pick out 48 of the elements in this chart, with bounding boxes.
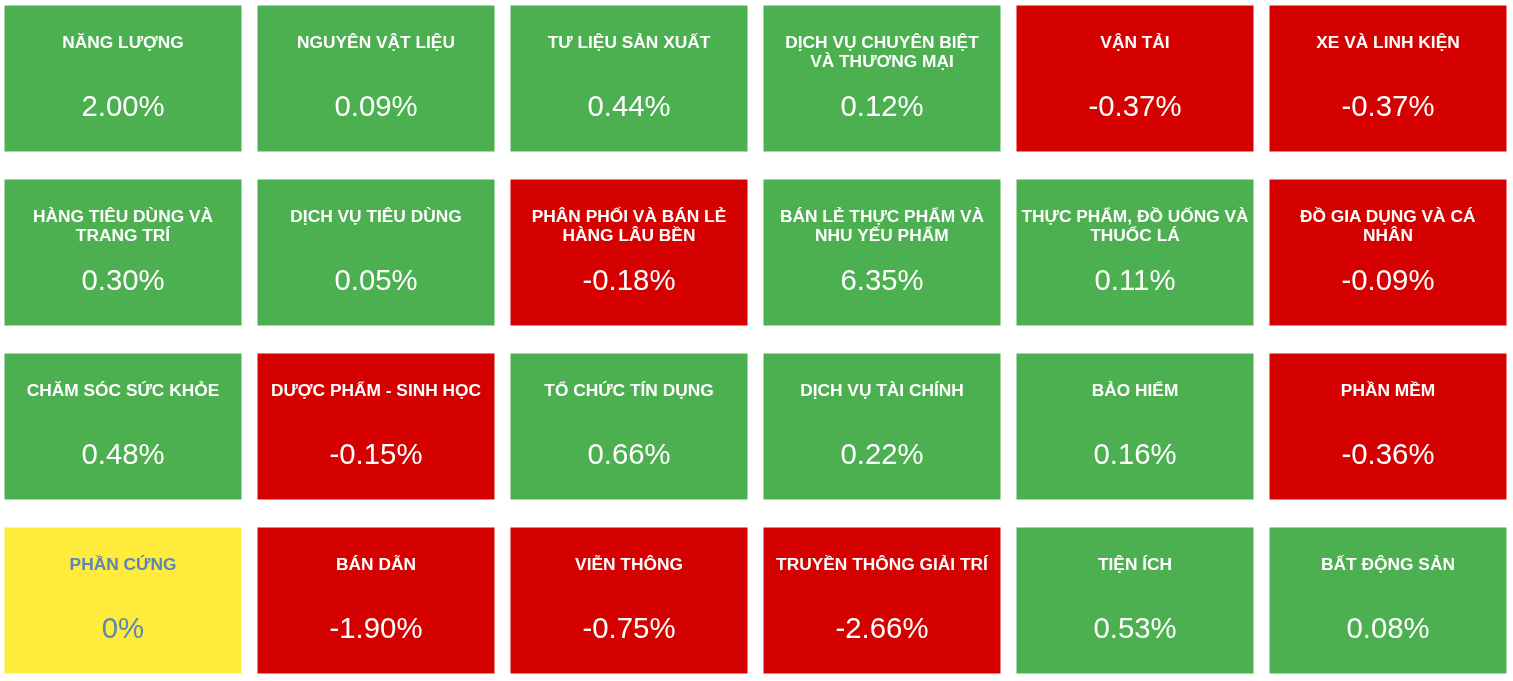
category-label: BẢO HIỂM (1091, 379, 1179, 400)
data-label: -0.75% (582, 611, 676, 644)
category-label: BÁN LẺ THỰC PHẨM VÀ NHU YẾU PHẨM (779, 205, 985, 245)
category-label: NĂNG LƯỢNG (62, 31, 184, 52)
category-label: ĐỒ GIA DỤNG VÀ CÁ NHÂN (1299, 205, 1476, 245)
data-label: -0.37% (1341, 89, 1435, 122)
data-label: 0.22% (840, 437, 924, 470)
data-label: -1.90% (329, 611, 423, 644)
category-label: TƯ LIỆU SẢN XUẤT (547, 31, 711, 52)
data-label: 0.44% (587, 89, 671, 122)
category-label: DỊCH VỤ CHUYÊN BIỆT VÀ THƯƠNG MẠI (785, 31, 980, 71)
category-label: TỔ CHỨC TÍN DỤNG (544, 379, 714, 400)
category-label: DỊCH VỤ TIÊU DÙNG (290, 205, 462, 226)
category-label: PHẦN MỀM (1340, 379, 1436, 400)
data-label: 0% (101, 611, 145, 644)
category-label: HÀNG TIÊU DÙNG VÀ TRANG TRÍ (32, 205, 214, 245)
data-label: 0.30% (81, 263, 165, 296)
category-label: PHẦN CỨNG (69, 553, 177, 574)
data-label: 6.35% (840, 263, 924, 296)
category-label: DỊCH VỤ TÀI CHÍNH (800, 379, 964, 400)
category-label: VIỄN THÔNG (575, 553, 683, 574)
category-label: VẬN TẢI (1100, 31, 1170, 52)
data-label: -0.37% (1088, 89, 1182, 122)
data-label: 0.11% (1094, 263, 1176, 296)
category-label: DƯỢC PHẨM - SINH HỌC (270, 379, 482, 400)
category-label: PHÂN PHỐI VÀ BÁN LẺ HÀNG LÂU BỀN (531, 205, 727, 245)
data-label: 0.53% (1093, 611, 1177, 644)
data-label: 0.05% (334, 263, 418, 296)
category-label: BÁN DẪN (336, 553, 416, 574)
category-label: NGUYÊN VẬT LIỆU (297, 31, 455, 52)
category-label: XE VÀ LINH KIỆN (1316, 31, 1460, 52)
data-label: 0.48% (81, 437, 165, 470)
data-label: -0.18% (582, 263, 676, 296)
data-label: -0.36% (1341, 437, 1435, 470)
data-label: 0.16% (1093, 437, 1177, 470)
category-label: THỰC PHẨM, ĐỒ UỐNG VÀ THUỐC LÁ (1021, 205, 1250, 245)
data-label: 0.09% (334, 89, 418, 122)
data-label: 0.66% (587, 437, 671, 470)
data-label: 0.12% (840, 89, 924, 122)
category-label: TIỆN ÍCH (1097, 553, 1173, 574)
category-label: TRUYỀN THÔNG GIẢI TRÍ (776, 553, 990, 574)
data-label: 2.00% (81, 89, 165, 122)
data-label: -2.66% (835, 611, 929, 644)
data-label: 0.08% (1346, 611, 1430, 644)
category-label: CHĂM SÓC SỨC KHỎE (26, 379, 220, 400)
category-label: BẤT ĐỘNG SẢN (1321, 553, 1455, 574)
data-label: -0.15% (329, 437, 423, 470)
data-label: -0.09% (1341, 263, 1435, 296)
